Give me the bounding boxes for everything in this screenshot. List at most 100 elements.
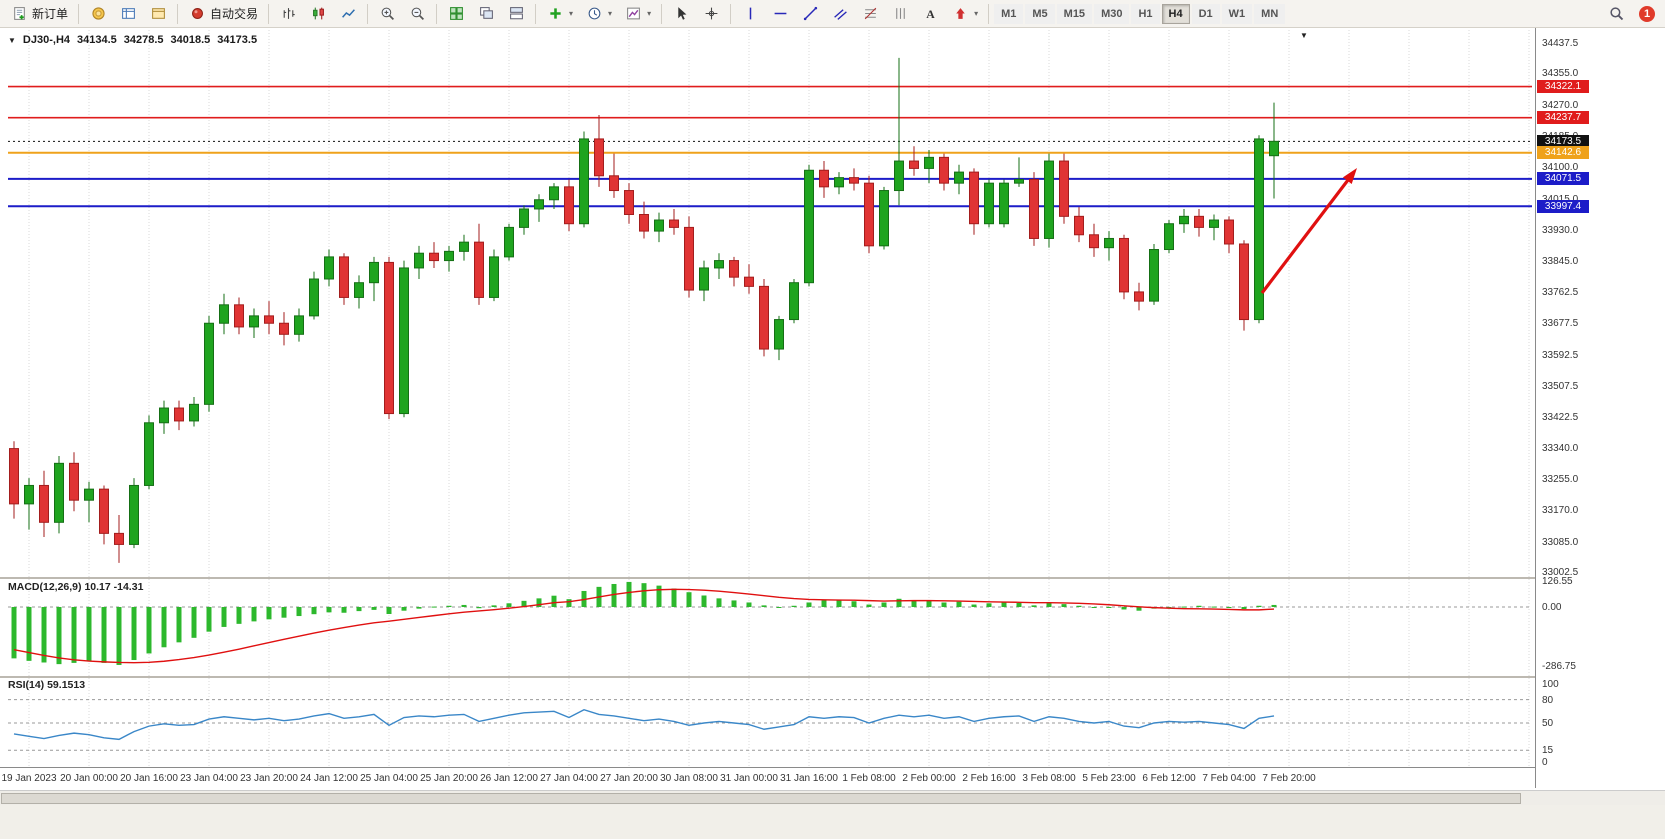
horizontal-line-button[interactable] [765, 2, 795, 26]
main-chart-canvas[interactable] [0, 30, 1535, 577]
cycle-lines-button[interactable] [885, 2, 915, 26]
candle [939, 153, 949, 191]
toolbar-separator [78, 3, 80, 24]
price-axis-label: 33592.5 [1542, 349, 1579, 361]
periods-icon [585, 5, 603, 23]
candle [144, 415, 154, 490]
symbol-marker-icon: ▼ [8, 35, 16, 45]
chart-candles-button[interactable] [303, 2, 333, 26]
toolbar-separator [177, 3, 179, 24]
arrows-button[interactable]: ▾ [945, 2, 984, 26]
cascade-windows-button[interactable] [471, 2, 501, 26]
candle [1104, 231, 1114, 261]
timeframe-d1[interactable]: D1 [1191, 3, 1220, 24]
candle [504, 223, 514, 261]
zoom-out-icon [408, 5, 426, 23]
fibonacci-button[interactable] [855, 2, 885, 26]
candle [594, 114, 604, 187]
candle [1044, 153, 1054, 248]
zoom-out-button[interactable] [402, 2, 432, 26]
price-axis-label: 34270.0 [1542, 99, 1579, 111]
chart-candles-icon [309, 5, 327, 23]
market-watch-button[interactable] [83, 2, 113, 26]
candle [129, 478, 139, 549]
macd-panel-canvas[interactable] [0, 579, 1535, 676]
zoom-in-button[interactable] [372, 2, 402, 26]
crosshair-button[interactable] [696, 2, 726, 26]
panel-divider[interactable] [0, 676, 1665, 678]
tile-windows-button[interactable] [441, 2, 471, 26]
price-axis: 34437.534355.034270.034185.034100.034015… [1535, 28, 1665, 788]
candle [969, 168, 979, 235]
toolbar-separator [367, 3, 369, 24]
panel-divider[interactable] [0, 577, 1665, 579]
vertical-line-button[interactable] [735, 2, 765, 26]
candle [774, 315, 784, 361]
new-order-button[interactable]: 新订单 [4, 2, 74, 26]
rsi-panel-canvas[interactable] [0, 678, 1535, 766]
candle [1164, 220, 1174, 254]
data-window-button[interactable] [113, 2, 143, 26]
chart-line-button[interactable] [333, 2, 363, 26]
toolbar-separator [535, 3, 537, 24]
time-axis-label: 7 Feb 04:00 [1202, 773, 1256, 784]
candle [219, 293, 229, 335]
cascade-windows-icon [477, 5, 495, 23]
candle [789, 279, 799, 324]
notification-badge[interactable]: 1 [1639, 5, 1655, 22]
templates-button[interactable]: ▾ [618, 2, 657, 26]
timeframe-m5[interactable]: M5 [1025, 3, 1055, 24]
arrange-windows-button[interactable] [501, 2, 531, 26]
toolbar-separator [436, 3, 438, 24]
time-axis-label: 2 Feb 16:00 [962, 773, 1016, 784]
navigator-button[interactable] [143, 2, 173, 26]
timeframe-w1[interactable]: W1 [1221, 3, 1253, 24]
auto-trading-button[interactable]: 自动交易 [182, 2, 264, 26]
ohlc-high: 34278.5 [123, 34, 164, 46]
rsi-axis-label: 50 [1542, 718, 1554, 729]
candle [699, 260, 709, 302]
candle [894, 57, 904, 206]
trendline-button[interactable] [795, 2, 825, 26]
chart-bars-button[interactable] [273, 2, 303, 26]
candle [534, 194, 544, 222]
navigator-icon [149, 5, 167, 23]
price-axis-label: 34437.5 [1542, 38, 1579, 49]
time-axis-label: 27 Jan 20:00 [600, 773, 658, 784]
chart-shift-marker[interactable]: ▼ [1300, 31, 1308, 40]
timeframe-h4[interactable]: H4 [1161, 3, 1190, 24]
candle [1254, 135, 1264, 324]
time-axis-label: 2 Feb 00:00 [902, 773, 956, 784]
scrollbar-thumb[interactable] [1, 793, 1521, 804]
candle [1014, 157, 1024, 187]
ohlc-close: 34173.5 [217, 34, 258, 46]
timeframe-h1[interactable]: H1 [1131, 3, 1160, 24]
candle [624, 183, 634, 224]
candle [294, 308, 304, 342]
price-axis-label: 34355.0 [1542, 68, 1579, 80]
candle [669, 208, 679, 235]
time-axis-label: 19 Jan 2023 [1, 773, 57, 784]
horizontal-scrollbar[interactable] [0, 790, 1665, 805]
price-axis-label: 33507.5 [1542, 380, 1579, 392]
chevron-down-icon: ▾ [647, 9, 652, 18]
candle [384, 256, 394, 420]
timeframe-m30[interactable]: M30 [1094, 3, 1130, 24]
periods-button[interactable]: ▾ [579, 2, 618, 26]
chart-bars-icon [279, 5, 297, 23]
text-button[interactable]: A [915, 2, 945, 26]
cursor-button[interactable] [666, 2, 696, 26]
timeframe-m1[interactable]: M1 [994, 3, 1024, 24]
trend-arrow-annotation[interactable] [1260, 168, 1357, 294]
time-axis-label: 31 Jan 00:00 [720, 773, 778, 784]
price-axis-label: 33930.0 [1542, 225, 1579, 237]
time-axis-label: 24 Jan 12:00 [300, 773, 358, 784]
search-button[interactable] [1601, 2, 1631, 26]
candle [834, 172, 844, 195]
timeframe-mn[interactable]: MN [1254, 3, 1286, 24]
price-axis-label: 34100.0 [1542, 162, 1579, 174]
channel-button[interactable] [825, 2, 855, 26]
timeframe-m15[interactable]: M15 [1056, 3, 1093, 24]
indicators-button[interactable]: ▾ [540, 2, 579, 26]
candle [1149, 243, 1159, 305]
